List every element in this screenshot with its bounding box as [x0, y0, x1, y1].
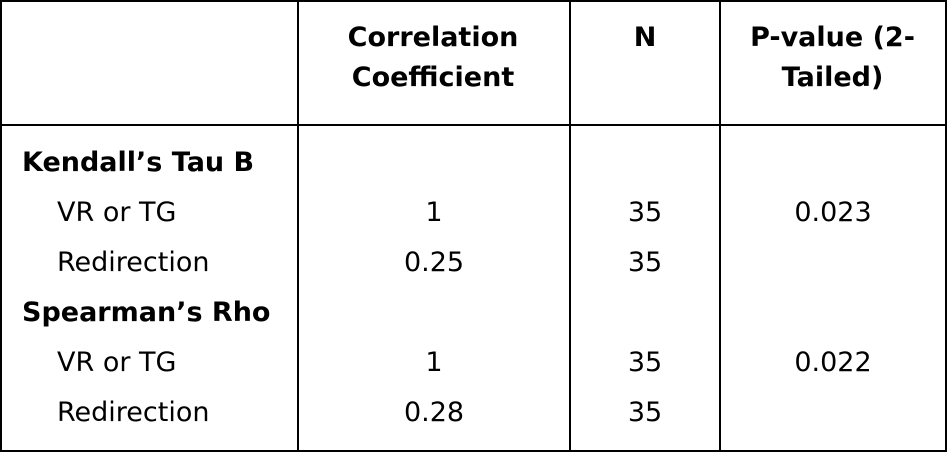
column-header: P-value (2-Tailed) [750, 22, 915, 93]
section-title: Spearman’s Rho [22, 297, 271, 328]
row-label: VR or TG [57, 197, 177, 228]
column-rule [569, 0, 571, 452]
cell-value: 35 [627, 397, 663, 428]
cell-value: 1 [425, 347, 443, 378]
border-right [945, 0, 947, 452]
border-bottom [0, 450, 947, 452]
column-header: N [633, 22, 657, 53]
cell-value: 1 [425, 197, 443, 228]
border-left [0, 0, 2, 452]
section-title: Kendall’s Tau B [22, 147, 255, 178]
cell-value: 35 [627, 347, 663, 378]
cell-value: 0.022 [794, 347, 872, 378]
cell-value: 0.28 [403, 397, 465, 428]
column-rule [719, 0, 721, 452]
column-header: Correlation Coefficient [347, 22, 519, 93]
cell-value: 35 [627, 247, 663, 278]
cell-value: 35 [627, 197, 663, 228]
border-top [0, 0, 947, 2]
column-rule [297, 0, 299, 452]
cell-value: 0.023 [794, 197, 872, 228]
header-rule [0, 124, 947, 126]
cell-value: 0.25 [403, 247, 465, 278]
row-label: Redirection [57, 397, 210, 428]
row-label: Redirection [57, 247, 210, 278]
row-label: VR or TG [57, 347, 177, 378]
